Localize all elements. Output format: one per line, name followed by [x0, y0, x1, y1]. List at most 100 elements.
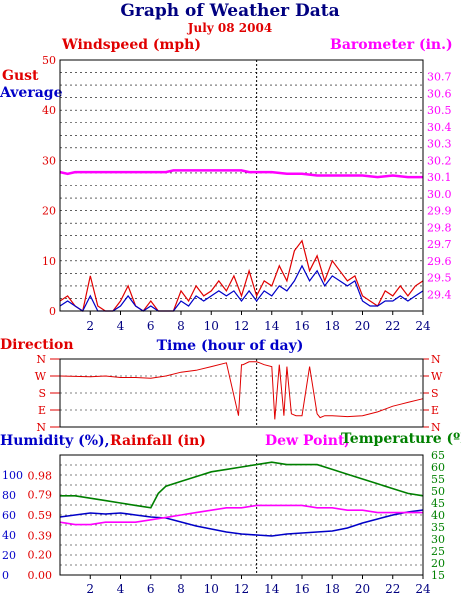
barometer-tick-label: 29.9	[427, 205, 452, 218]
temperature-tick-label: 15	[431, 569, 445, 582]
windspeed-tick-label: 10	[42, 255, 56, 268]
windspeed-tick-label: 40	[42, 104, 56, 117]
humidity-tick-label: 20	[2, 549, 16, 562]
time-tick-label: 22	[385, 582, 400, 596]
time-tick-label: 12	[234, 582, 249, 596]
barometer-tick-label: 30.6	[427, 87, 452, 100]
barometer-tick-label: 29.7	[427, 238, 452, 251]
humidity-frame	[59, 454, 424, 576]
time-tick-label: 6	[147, 582, 155, 596]
rainfall-title: Rainfall (in)	[110, 433, 206, 449]
time-tick-label: 2	[86, 319, 94, 333]
barometer-tick-label: 30.2	[427, 154, 452, 167]
barometer-tick-label: 29.8	[427, 221, 452, 234]
direction-grid	[60, 359, 423, 427]
time-tick-label: 8	[177, 319, 185, 333]
time-tick-label: 4	[117, 319, 125, 333]
time-tick-label: 14	[264, 319, 280, 333]
rainfall-tick-label: 0.79	[28, 489, 53, 502]
time-tick-label: 10	[204, 319, 219, 333]
humidity-tick-label: 0	[2, 569, 9, 582]
barometer-tick-label: 30.0	[427, 188, 452, 201]
temperature-tick-label: 65	[431, 449, 445, 462]
rainfall-tick-label: 0.98	[28, 469, 53, 482]
time-tick-label: 24	[415, 582, 431, 596]
barometer-title: Barometer (in.)	[330, 37, 453, 53]
barometer-tick-label: 30.5	[427, 104, 452, 117]
series-average	[59, 264, 424, 312]
wind-baro-grid	[60, 60, 423, 311]
series-gust	[59, 239, 424, 312]
time-axis-label: Time (hour of day)	[157, 338, 304, 354]
time-tick-label: 16	[294, 582, 309, 596]
direction-title: Direction	[0, 337, 74, 353]
time-tick-label: 10	[204, 582, 219, 596]
windspeed-tick-label: 0	[49, 305, 56, 318]
temperature-tick-label: 60	[431, 461, 445, 474]
page-title: Graph of Weather Data	[120, 1, 339, 21]
direction-tick-label-left: E	[38, 404, 46, 417]
barometer-tick-label: 30.4	[427, 121, 452, 134]
temperature-tick-label: 35	[431, 521, 445, 534]
windspeed-tick-label: 50	[42, 54, 56, 67]
series-barometer	[59, 169, 423, 179]
humidity-title: Humidity (%),	[0, 433, 110, 449]
temperature-tick-label: 30	[431, 533, 445, 546]
time-tick-label: 4	[117, 582, 125, 596]
direction-frame	[59, 358, 424, 428]
direction-axis: N NW WS SE EN N	[35, 353, 443, 434]
windspeed-tick-label: 20	[42, 205, 56, 218]
series-direction	[59, 361, 424, 420]
direction-tick-label-right: S	[431, 387, 439, 400]
rainfall-tick-label: 0.39	[28, 529, 53, 542]
time-tick-label: 20	[355, 582, 370, 596]
direction-tick-label-right: N	[431, 353, 441, 366]
humidity-tick-label: 60	[2, 509, 16, 522]
barometer-tick-label: 30.7	[427, 71, 452, 84]
humidity-grid	[60, 455, 423, 575]
time-tick-label: 18	[325, 319, 340, 333]
time-tick-label: 8	[177, 582, 185, 596]
series-temperature	[60, 461, 424, 509]
time-tick-label: 2	[86, 582, 94, 596]
direction-tick-label-left: W	[35, 370, 47, 383]
barometer-tick-label: 30.1	[427, 171, 452, 184]
barometer-tick-label: 29.6	[427, 255, 452, 268]
time-tick-label: 12	[234, 319, 249, 333]
humidity-axis: 0 20 40 60 80 100	[2, 469, 23, 582]
barometer-axis: 29.4 29.5 29.6 29.7 29.8 29.9 30.0 30.1 30.2 30.3…	[427, 71, 452, 302]
direction-tick-label-left: N	[36, 353, 46, 366]
humidity-series	[59, 461, 424, 537]
gust-label: Gust	[2, 68, 39, 84]
temperature-tick-label: 50	[431, 485, 445, 498]
time-tick-label: 20	[355, 319, 370, 333]
direction-tick-label-right: W	[431, 370, 443, 383]
wind-baro-frame	[59, 59, 424, 312]
temperature-tick-label: 25	[431, 545, 445, 558]
humidity-tick-label: 100	[2, 469, 23, 482]
temperature-title: Temperature (ºF)	[341, 431, 461, 447]
direction-tick-label-right: N	[431, 421, 441, 434]
direction-tick-label-left: S	[38, 387, 46, 400]
series-dew-point	[59, 504, 423, 526]
dewpoint-title: Dew Point,	[265, 433, 349, 449]
page-date: July 08 2004	[187, 21, 272, 35]
humidity-tick-label: 40	[2, 529, 16, 542]
direction-tick-label-right: E	[431, 404, 439, 417]
rainfall-tick-label: 0.59	[28, 509, 53, 522]
humidity-tick-label: 80	[2, 489, 16, 502]
time-tick-label: 22	[385, 319, 400, 333]
rainfall-tick-label: 0.00	[28, 569, 53, 582]
average-label: Average	[0, 85, 63, 101]
barometer-tick-label: 29.4	[427, 288, 452, 301]
rainfall-axis: 0.00 0.20 0.39 0.59 0.79 0.98	[28, 469, 53, 582]
time-tick-label: 18	[325, 582, 340, 596]
temperature-tick-label: 20	[431, 557, 445, 570]
time-tick-label: 6	[147, 319, 155, 333]
time-axis: 2 4 6 8 10 12 14 16 18 20 22 24	[86, 311, 431, 333]
temperature-tick-label: 55	[431, 473, 445, 486]
temperature-tick-label: 45	[431, 497, 445, 510]
wind-baro-series	[59, 169, 424, 312]
time-axis-bottom: 2 4 6 8 10 12 14 16 18 20 22 24	[86, 575, 431, 596]
